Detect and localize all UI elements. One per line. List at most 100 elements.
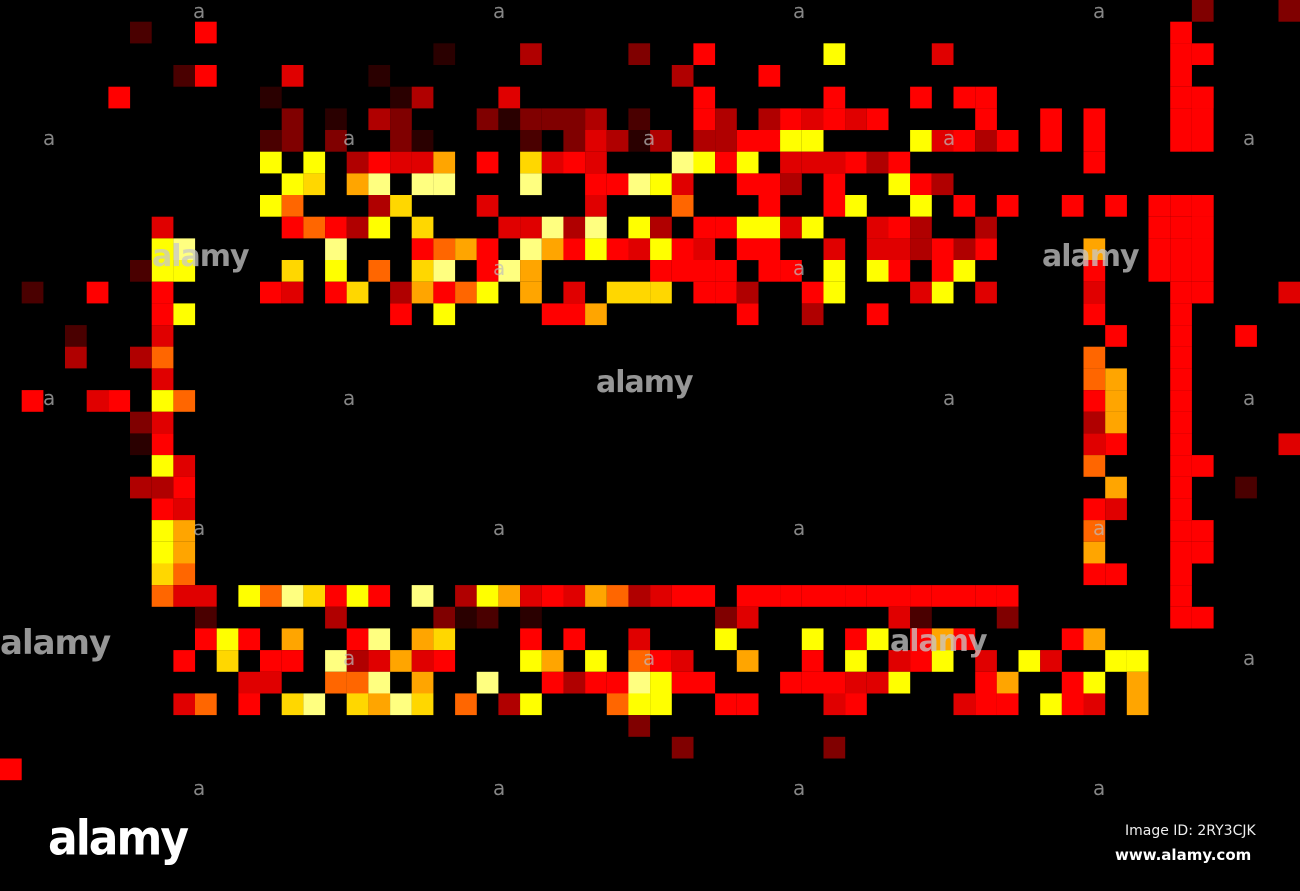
pixel bbox=[975, 108, 997, 131]
pixel bbox=[455, 238, 477, 261]
pixel bbox=[606, 173, 629, 196]
pixel bbox=[476, 151, 499, 174]
pixel bbox=[758, 173, 781, 196]
watermark-mark: a bbox=[343, 646, 355, 670]
pixel bbox=[736, 151, 759, 174]
pixel bbox=[433, 173, 456, 196]
pixel bbox=[1083, 541, 1106, 564]
watermark-mark: a bbox=[1243, 386, 1255, 410]
pixel bbox=[953, 86, 976, 109]
pixel bbox=[1061, 195, 1084, 217]
watermark-mark: a bbox=[793, 516, 805, 540]
image-id-label: Image ID: 2RY3CJK bbox=[1125, 823, 1256, 839]
watermark-brand: alamy bbox=[890, 624, 988, 659]
pixel bbox=[455, 585, 477, 607]
pixel bbox=[346, 693, 369, 716]
pixel bbox=[281, 628, 304, 651]
pixel bbox=[628, 130, 651, 152]
pixel bbox=[1278, 433, 1300, 456]
pixel bbox=[866, 238, 889, 261]
pixel bbox=[390, 650, 412, 672]
pixel bbox=[953, 130, 976, 152]
pixel bbox=[238, 693, 261, 716]
pixel bbox=[910, 216, 932, 239]
pixel bbox=[736, 585, 759, 607]
pixel bbox=[541, 671, 564, 694]
pixel bbox=[151, 238, 174, 261]
pixel bbox=[563, 671, 586, 694]
watermark-mark: a bbox=[793, 256, 805, 280]
pixel bbox=[368, 650, 391, 672]
pixel bbox=[650, 693, 672, 716]
pixel bbox=[541, 303, 564, 326]
pixel bbox=[281, 260, 304, 282]
pixel bbox=[563, 108, 586, 131]
website-url: www.alamy.com bbox=[1115, 846, 1252, 864]
pixel bbox=[671, 585, 694, 607]
pixel bbox=[1278, 281, 1300, 304]
pixel bbox=[866, 671, 889, 694]
pixel bbox=[606, 585, 629, 607]
pixel bbox=[173, 520, 196, 542]
pixel bbox=[65, 325, 87, 347]
pixel bbox=[498, 216, 521, 239]
pixel bbox=[411, 650, 434, 672]
pixel bbox=[498, 86, 521, 109]
pixel bbox=[845, 671, 867, 694]
pixel bbox=[151, 216, 174, 239]
pixel bbox=[931, 281, 954, 304]
pixel bbox=[1170, 585, 1192, 607]
pixel bbox=[715, 108, 737, 131]
pixel bbox=[86, 390, 109, 412]
pixel bbox=[151, 390, 174, 412]
pixel bbox=[650, 585, 672, 607]
pixel bbox=[1105, 498, 1127, 521]
pixel bbox=[693, 86, 716, 109]
pixel bbox=[845, 195, 867, 217]
pixel bbox=[1083, 130, 1106, 152]
pixel bbox=[650, 238, 672, 261]
pixel bbox=[151, 520, 174, 542]
pixel bbox=[910, 585, 932, 607]
pixel bbox=[780, 216, 802, 239]
pixel bbox=[520, 130, 542, 152]
pixel bbox=[693, 281, 716, 304]
pixel bbox=[628, 216, 651, 239]
pixel bbox=[151, 411, 174, 434]
pixel bbox=[390, 693, 412, 716]
pixel bbox=[1083, 281, 1106, 304]
pixel bbox=[1083, 238, 1106, 261]
pixel bbox=[801, 671, 824, 694]
pixel bbox=[1170, 303, 1192, 326]
pixel bbox=[563, 216, 586, 239]
pixel bbox=[151, 368, 174, 391]
pixel bbox=[1170, 498, 1192, 521]
pixel bbox=[390, 86, 412, 109]
pixel bbox=[260, 195, 282, 217]
pixel bbox=[1083, 108, 1106, 131]
pixel bbox=[823, 151, 846, 174]
pixel bbox=[368, 260, 391, 282]
watermark-mark: a bbox=[943, 126, 955, 150]
pixel bbox=[195, 693, 217, 716]
pixel bbox=[736, 281, 759, 304]
pixel bbox=[130, 433, 152, 456]
pixel bbox=[1170, 216, 1192, 239]
pixel bbox=[931, 130, 954, 152]
watermark-mark: a bbox=[793, 776, 805, 800]
pixel bbox=[693, 43, 716, 65]
pixel bbox=[931, 43, 954, 65]
pixel bbox=[888, 173, 911, 196]
pixel bbox=[390, 108, 412, 131]
pixel bbox=[650, 650, 672, 672]
pixel bbox=[715, 693, 737, 716]
pixel bbox=[216, 628, 239, 651]
pixel bbox=[1083, 151, 1106, 174]
pixel bbox=[650, 671, 672, 694]
pixel bbox=[953, 195, 976, 217]
pixel bbox=[1148, 260, 1171, 282]
pixel bbox=[1148, 216, 1171, 239]
pixel bbox=[975, 238, 997, 261]
pixel bbox=[130, 411, 152, 434]
pixel bbox=[888, 650, 911, 672]
